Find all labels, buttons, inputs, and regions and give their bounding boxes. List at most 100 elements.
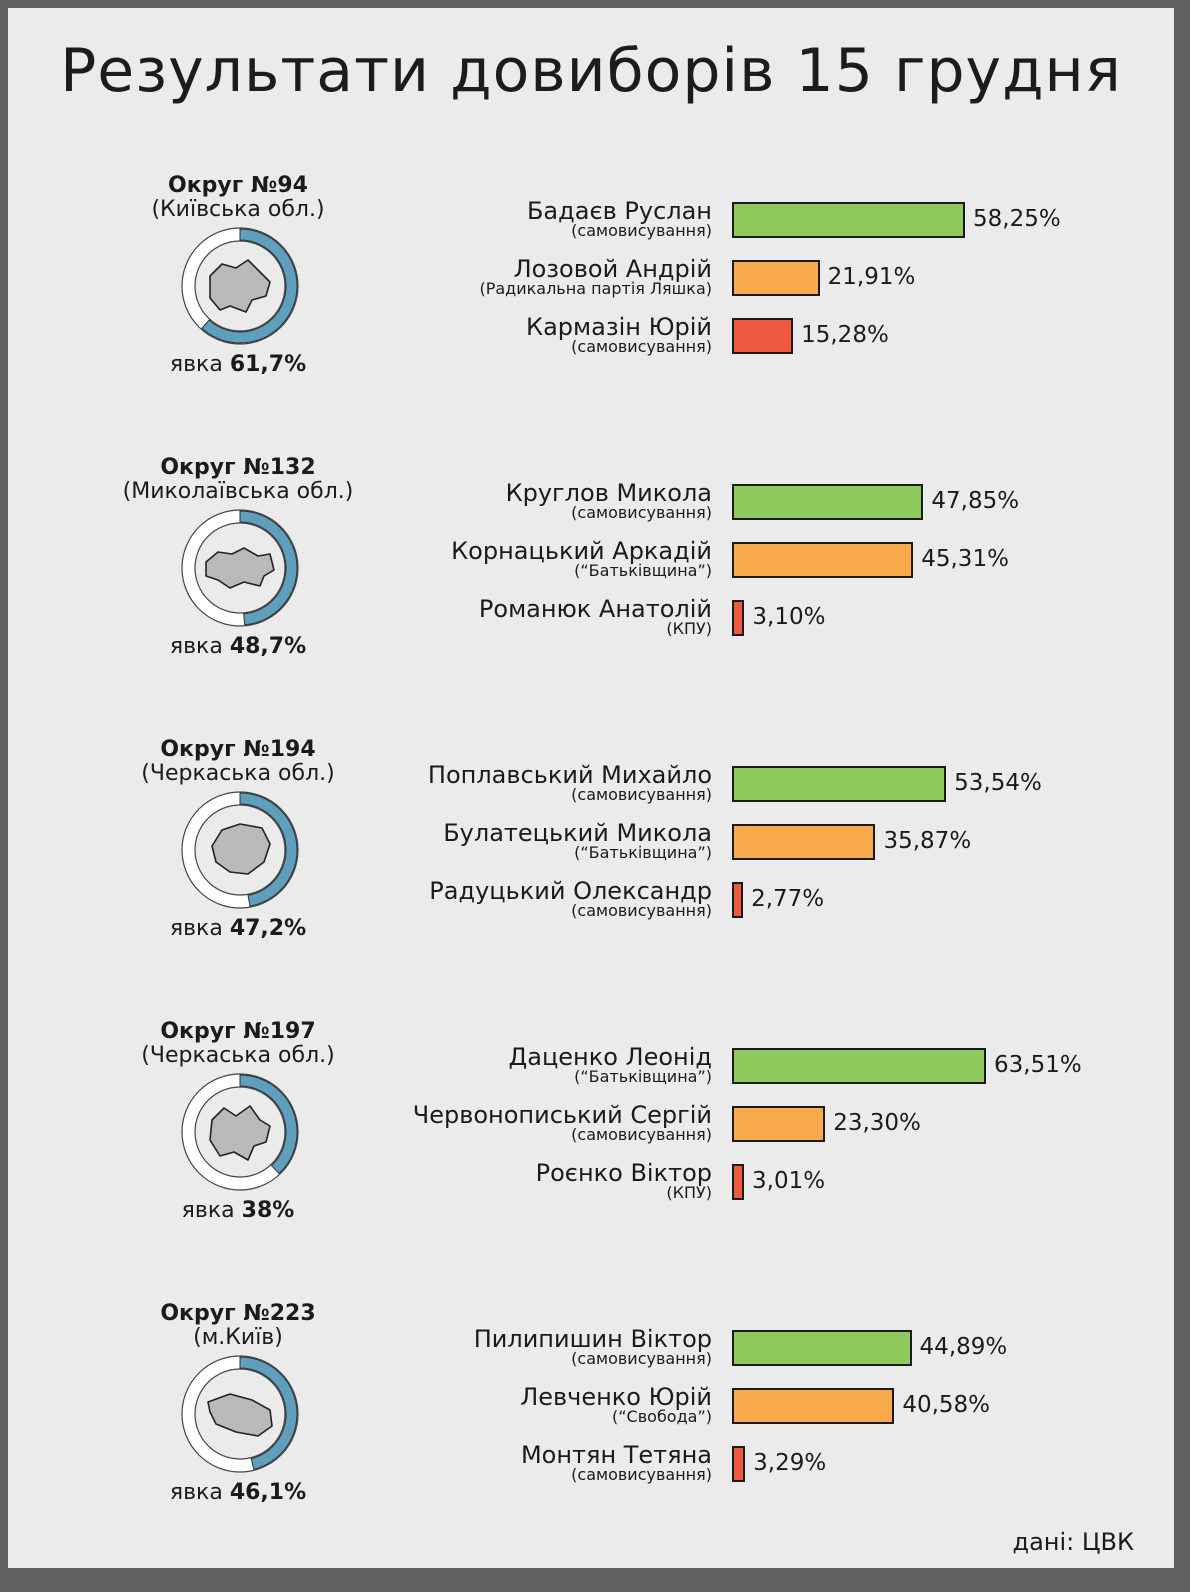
candidate-name: Левченко Юрій xyxy=(520,1383,712,1411)
result-bar xyxy=(732,1330,912,1366)
result-percent-label: 3,10% xyxy=(752,604,826,630)
candidate-name: Роєнко Віктор xyxy=(535,1159,712,1187)
candidate-party: (“Батьківщина”) xyxy=(574,561,712,580)
candidate-name: Пилипишин Віктор xyxy=(473,1325,712,1353)
result-percent-label: 3,01% xyxy=(752,1168,826,1194)
district-header: Округ №197 (Черкаська обл.) xyxy=(88,1020,388,1068)
result-bar xyxy=(732,600,745,636)
candidate-party: (“Свобода”) xyxy=(612,1407,712,1426)
result-bar xyxy=(732,260,820,296)
result-bar xyxy=(732,1446,746,1482)
infographic-canvas: Результати довиборів 15 грудня Округ №94… xyxy=(8,8,1174,1568)
district-map-icon xyxy=(205,547,275,589)
district-name: Округ №132 xyxy=(160,455,316,480)
candidate-party: (КПУ) xyxy=(666,619,712,638)
turnout-value: 61,7% xyxy=(229,352,307,377)
candidate-name: Лозовой Андрій xyxy=(513,255,712,283)
turnout-value: 47,2% xyxy=(229,916,307,941)
candidate-party: (самовисування) xyxy=(571,503,712,522)
district-name: Округ №197 xyxy=(160,1019,316,1044)
result-percent-label: 2,77% xyxy=(751,886,825,912)
result-bar xyxy=(732,824,876,860)
candidate-party: (самовисування) xyxy=(571,901,712,920)
result-bar xyxy=(732,202,965,238)
district-map-icon xyxy=(209,259,271,313)
candidate-name: Кармазін Юрій xyxy=(526,313,712,341)
district-map-icon xyxy=(207,1393,273,1437)
result-bar xyxy=(732,484,924,520)
candidate-party: (самовисування) xyxy=(571,1465,712,1484)
turnout-word: явка xyxy=(169,1480,230,1505)
page-title: Результати довиборів 15 грудня xyxy=(60,36,1122,106)
result-bar xyxy=(732,1388,895,1424)
candidate-party: (“Батьківщина”) xyxy=(574,843,712,862)
turnout-donut xyxy=(181,1355,299,1473)
result-bar xyxy=(732,1106,826,1142)
candidate-name: Червонописький Сергій xyxy=(412,1101,712,1129)
turnout-word: явка xyxy=(169,352,230,377)
turnout-arc xyxy=(239,510,298,626)
turnout-label: явка 47,2% xyxy=(88,916,388,941)
result-percent-label: 40,58% xyxy=(902,1392,991,1418)
candidate-party: (самовисування) xyxy=(571,785,712,804)
turnout-donut xyxy=(181,227,299,345)
district-header: Округ №94 (Київська обл.) xyxy=(88,174,388,222)
candidate-name: Романюк Анатолій xyxy=(478,595,712,623)
result-percent-label: 63,51% xyxy=(994,1052,1082,1078)
candidate-party: (“Батьківщина”) xyxy=(574,1067,712,1086)
district-block: Округ №194 (Черкаська обл.) явка 47,2% Попл… xyxy=(8,738,1174,1028)
district-block: Округ №197 (Черкаська обл.) явка 38% Даценк… xyxy=(8,1020,1174,1310)
turnout-word: явка xyxy=(181,1198,242,1223)
candidate-party: (самовисування) xyxy=(571,337,712,356)
district-map-icon xyxy=(211,823,271,875)
data-source: дані: ЦВК xyxy=(1012,1528,1134,1556)
turnout-word: явка xyxy=(169,634,230,659)
candidate-name: Корнацький Аркадій xyxy=(451,537,712,565)
district-header: Округ №194 (Черкаська обл.) xyxy=(88,738,388,786)
district-map-icon xyxy=(209,1105,271,1161)
district-region: (Київська обл.) xyxy=(151,197,325,222)
result-bar xyxy=(732,542,914,578)
candidate-party: (КПУ) xyxy=(666,1183,712,1202)
result-percent-label: 21,91% xyxy=(827,264,916,290)
candidate-party: (самовисування) xyxy=(571,1349,712,1368)
candidate-party: (самовисування) xyxy=(571,221,712,240)
result-bar xyxy=(732,882,744,918)
district-region: (Черкаська обл.) xyxy=(141,761,335,786)
district-region: (м.Київ) xyxy=(193,1325,283,1350)
candidate-name: Поплавський Михайло xyxy=(427,761,712,789)
result-percent-label: 45,31% xyxy=(921,546,1009,572)
district-region: (Миколаївська обл.) xyxy=(122,479,354,504)
candidate-name: Бадаєв Руслан xyxy=(526,197,712,225)
result-bar xyxy=(732,318,794,354)
district-region: (Черкаська обл.) xyxy=(141,1043,335,1068)
candidate-party: (Радикальна партія Ляшка) xyxy=(479,279,712,298)
turnout-arc xyxy=(239,792,298,907)
result-percent-label: 44,89% xyxy=(919,1334,1008,1360)
candidate-party: (самовисування) xyxy=(571,1125,712,1144)
turnout-donut xyxy=(181,1073,299,1191)
result-bar xyxy=(732,766,947,802)
turnout-arc xyxy=(239,1074,298,1175)
district-block: Округ №132 (Миколаївська обл.) явка 48,7% К… xyxy=(8,456,1174,746)
district-block: Округ №94 (Київська обл.) явка 61,7% Бадаєв… xyxy=(8,174,1174,464)
district-name: Округ №94 xyxy=(168,173,308,198)
candidate-name: Булатецький Микола xyxy=(443,819,712,847)
district-block: Округ №223 (м.Київ) явка 46,1% Пилипишин Ві… xyxy=(8,1302,1174,1592)
turnout-value: 48,7% xyxy=(229,634,307,659)
result-bar xyxy=(732,1164,745,1200)
result-percent-label: 23,30% xyxy=(833,1110,921,1136)
turnout-value: 38% xyxy=(241,1198,295,1223)
candidate-name: Круглов Микола xyxy=(505,479,712,507)
turnout-label: явка 61,7% xyxy=(88,352,388,377)
turnout-value: 46,1% xyxy=(229,1480,307,1505)
result-percent-label: 15,28% xyxy=(801,322,889,348)
result-percent-label: 35,87% xyxy=(883,828,972,854)
district-header: Округ №132 (Миколаївська обл.) xyxy=(88,456,388,504)
candidate-name: Монтян Тетяна xyxy=(520,1441,712,1469)
candidate-name: Даценко Леонід xyxy=(508,1043,712,1071)
turnout-arc xyxy=(239,1356,298,1470)
turnout-label: явка 48,7% xyxy=(88,634,388,659)
turnout-donut xyxy=(181,509,299,627)
result-bar xyxy=(732,1048,987,1084)
